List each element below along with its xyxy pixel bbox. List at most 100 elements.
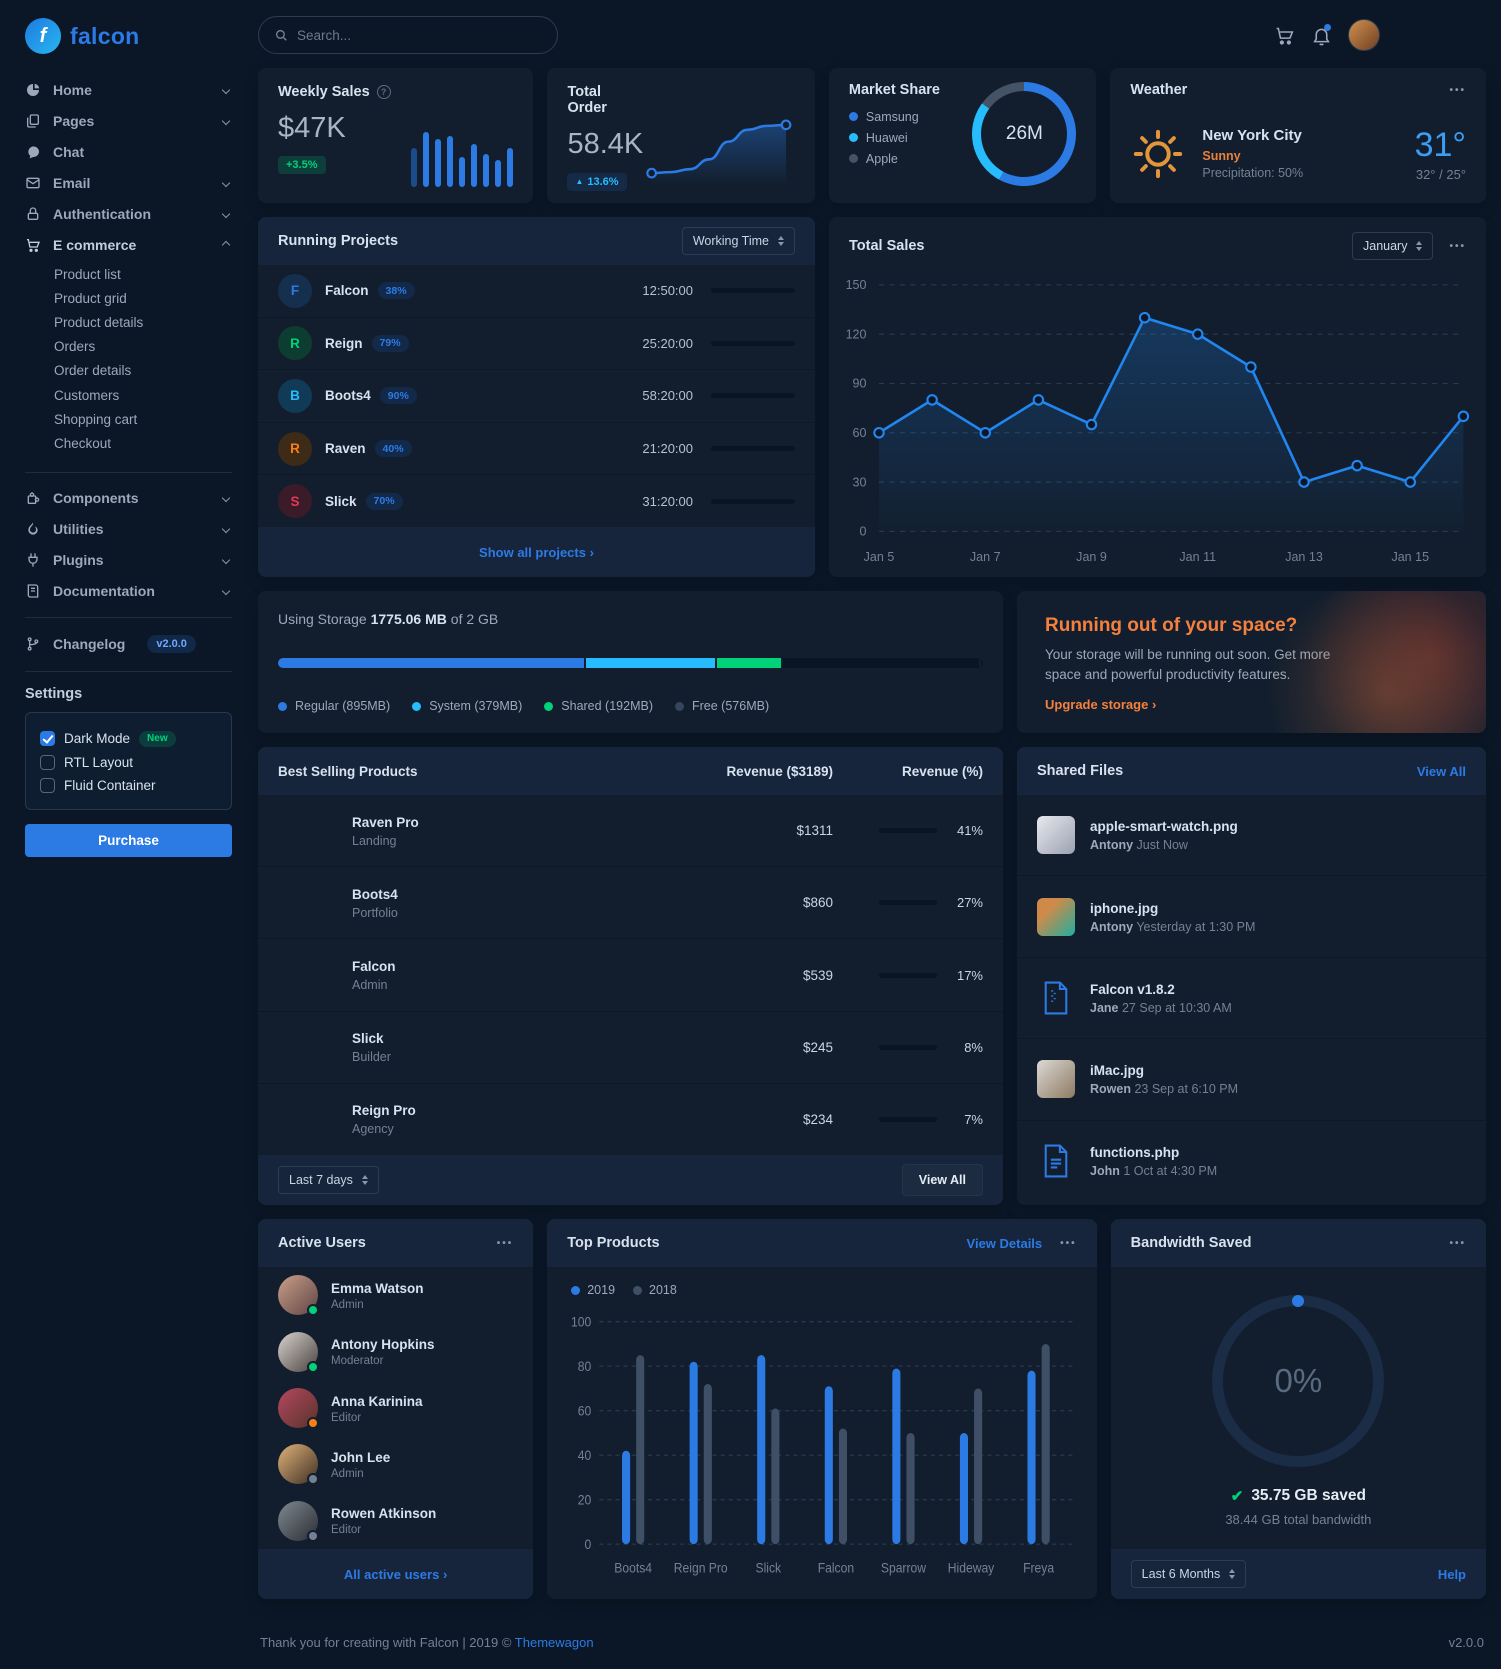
dark-mode-toggle[interactable]: Dark Mode New <box>40 727 217 751</box>
sidebar-item-product-grid[interactable]: Product grid <box>54 290 127 306</box>
help-link[interactable]: Help <box>1437 1566 1466 1582</box>
sidebar-item-documentation[interactable]: Documentation <box>25 576 232 607</box>
rtl-layout-toggle[interactable]: RTL Layout <box>40 751 217 774</box>
shopping-cart-icon <box>27 238 40 252</box>
view-all-button[interactable]: View All <box>901 1164 983 1196</box>
product-category: Agency <box>352 1122 394 1137</box>
plug-icon <box>28 553 38 567</box>
topbar-actions <box>1274 19 1486 51</box>
ellipsis-menu-icon[interactable]: ••• <box>1060 1237 1077 1249</box>
themewagon-link[interactable]: Themewagon <box>514 1635 594 1650</box>
project-name[interactable]: Raven <box>325 441 366 457</box>
product-thumbnail <box>278 953 336 998</box>
file-name: iphone.jpg <box>1090 900 1159 916</box>
sidebar-item-components[interactable]: Components <box>25 483 232 514</box>
svg-text:Jan 15: Jan 15 <box>1391 550 1429 564</box>
month-select[interactable]: January <box>1352 232 1434 260</box>
ellipsis-menu-icon[interactable]: ••• <box>1449 84 1466 96</box>
checkbox-checked-icon[interactable] <box>40 731 55 746</box>
view-all-files-link[interactable]: View All <box>1416 763 1466 779</box>
search-input[interactable] <box>297 27 542 43</box>
project-time: 21:20:00 <box>642 441 693 457</box>
list-item[interactable]: Rowen Atkinson Editor <box>258 1493 533 1549</box>
avatar <box>278 1500 319 1542</box>
file-thumbnail <box>1037 816 1075 855</box>
purchase-button[interactable]: Purchase <box>25 823 232 857</box>
project-name[interactable]: Falcon <box>325 283 369 299</box>
ellipsis-menu-icon[interactable]: ••• <box>1449 1237 1466 1249</box>
sidebar-item-plugins[interactable]: Plugins <box>25 545 232 576</box>
project-name[interactable]: Boots4 <box>325 388 371 404</box>
checkbox-icon[interactable] <box>40 754 55 770</box>
svg-text:Reign Pro: Reign Pro <box>674 1559 728 1575</box>
list-item[interactable]: Emma Watson Admin <box>258 1267 533 1323</box>
project-row: B Boots4 90% 58:20:00 <box>258 369 815 422</box>
project-name[interactable]: Reign <box>325 335 363 351</box>
sidebar-item-ecommerce[interactable]: E commerce <box>25 229 232 260</box>
file-user: Antony <box>1090 919 1134 934</box>
notifications-button[interactable] <box>1311 23 1332 46</box>
search-box[interactable] <box>258 16 558 54</box>
sidebar-item-checkout[interactable]: Checkout <box>54 435 112 451</box>
sidebar-item-customers[interactable]: Customers <box>54 387 120 403</box>
user-status-dot <box>307 1473 319 1486</box>
sidebar-item-authentication[interactable]: Authentication <box>25 198 232 229</box>
settings-panel: Dark Mode New RTL Layout Fluid Container <box>25 711 232 810</box>
sidebar-item-email[interactable]: Email <box>25 167 232 198</box>
chevron-down-icon <box>221 586 231 596</box>
list-item[interactable]: Anna Karinina Editor <box>258 1380 533 1436</box>
list-item[interactable]: John Lee Admin <box>258 1436 533 1492</box>
list-item[interactable]: iMac.jpg Rowen 23 Sep at 6:10 PM <box>1017 1038 1486 1119</box>
product-name: Falcon <box>352 959 396 974</box>
cart-button[interactable] <box>1274 25 1295 46</box>
working-time-select[interactable]: Working Time <box>681 227 795 255</box>
list-item[interactable]: apple-smart-watch.png Antony Just Now <box>1017 795 1486 875</box>
card-title: Total Order <box>567 84 607 116</box>
sidebar-item-shopping-cart[interactable]: Shopping cart <box>54 411 138 427</box>
progress-bar <box>879 1044 937 1050</box>
table-row: Boots4 Portfolio $860 27% <box>258 866 1003 938</box>
legend-label: Free (576MB) <box>692 699 770 713</box>
code-branch-icon <box>27 637 39 651</box>
sidebar-item-changelog[interactable]: Changelog v2.0.0 <box>25 628 232 661</box>
user-role: Editor <box>331 1411 362 1424</box>
progress-bar <box>879 1116 937 1122</box>
ellipsis-menu-icon[interactable]: ••• <box>1449 240 1466 252</box>
avatar[interactable] <box>1348 19 1380 51</box>
file-time: 1 Oct at 4:30 PM <box>1123 1163 1218 1178</box>
all-active-users-link[interactable]: All active users › <box>343 1566 448 1582</box>
list-item[interactable]: Falcon v1.8.2 Jane 27 Sep at 10:30 AM <box>1017 956 1486 1038</box>
progress-bar <box>879 828 937 834</box>
sidebar-item-utilities[interactable]: Utilities <box>25 514 232 545</box>
last-6-months-select[interactable]: Last 6 Months <box>1130 1560 1247 1588</box>
sidebar-item-pages[interactable]: Pages <box>25 105 232 136</box>
sidebar-item-chat[interactable]: Chat <box>25 136 232 167</box>
file-thumbnail <box>1037 897 1075 936</box>
sidebar-item-orders[interactable]: Orders <box>54 339 96 355</box>
sidebar-item-product-list[interactable]: Product list <box>54 266 121 282</box>
upgrade-storage-link[interactable]: Upgrade storage › <box>1045 696 1157 712</box>
checkbox-icon[interactable] <box>40 777 55 793</box>
avatar <box>278 1444 319 1486</box>
view-details-link[interactable]: View Details <box>966 1235 1043 1251</box>
ellipsis-menu-icon[interactable]: ••• <box>496 1237 514 1249</box>
list-item[interactable]: iphone.jpg Antony Yesterday at 1:30 PM <box>1017 875 1486 956</box>
column-header-percent: Revenue (%) <box>901 763 983 779</box>
svg-text:30: 30 <box>853 475 867 489</box>
falcon-logo[interactable]: f falcon <box>25 12 232 74</box>
chevron-right-icon: › <box>589 544 594 560</box>
sidebar-item-product-details[interactable]: Product details <box>54 314 144 330</box>
list-item[interactable]: functions.php John 1 Oct at 4:30 PM <box>1017 1119 1486 1201</box>
last-7-days-select[interactable]: Last 7 days <box>278 1166 379 1194</box>
progress-bar <box>711 446 795 452</box>
progress-bar <box>711 340 795 346</box>
sidebar-item-home[interactable]: Home <box>25 74 232 105</box>
list-item[interactable]: Antony Hopkins Moderator <box>258 1323 533 1379</box>
help-icon[interactable]: ? <box>376 85 391 99</box>
project-name[interactable]: Slick <box>325 493 357 509</box>
fluid-container-toggle[interactable]: Fluid Container <box>40 774 217 797</box>
show-all-projects-link[interactable]: Show all projects › <box>479 544 594 560</box>
sidebar-item-order-details[interactable]: Order details <box>54 363 132 379</box>
project-time: 31:20:00 <box>642 493 693 509</box>
notification-dot <box>1324 23 1331 31</box>
